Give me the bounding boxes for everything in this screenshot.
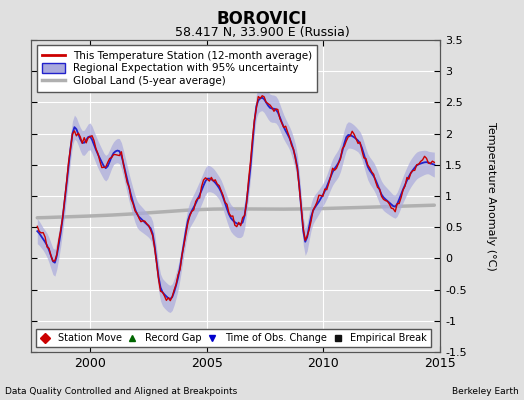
Text: Berkeley Earth: Berkeley Earth: [452, 387, 519, 396]
Y-axis label: Temperature Anomaly (°C): Temperature Anomaly (°C): [486, 122, 496, 270]
Text: BOROVICI: BOROVICI: [216, 10, 308, 28]
Text: Data Quality Controlled and Aligned at Breakpoints: Data Quality Controlled and Aligned at B…: [5, 387, 237, 396]
Legend: Station Move, Record Gap, Time of Obs. Change, Empirical Break: Station Move, Record Gap, Time of Obs. C…: [36, 329, 431, 347]
Text: 58.417 N, 33.900 E (Russia): 58.417 N, 33.900 E (Russia): [174, 26, 350, 39]
